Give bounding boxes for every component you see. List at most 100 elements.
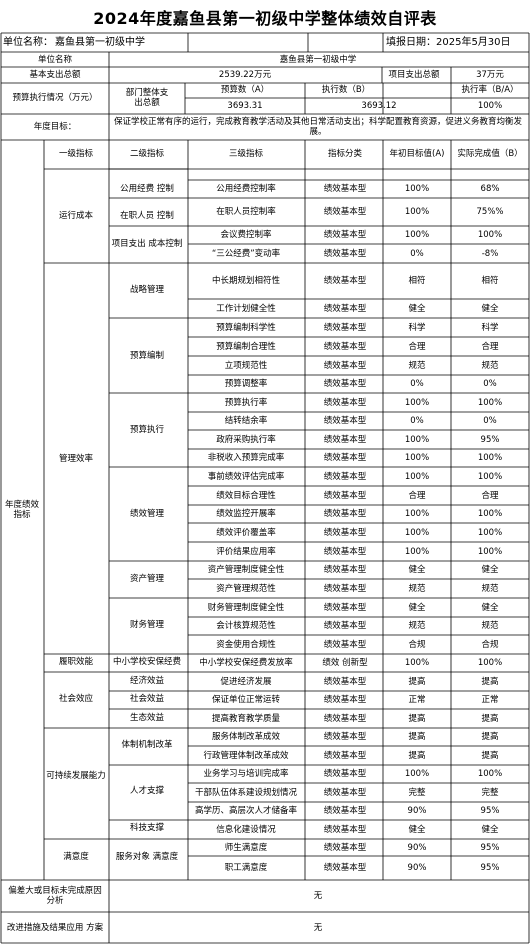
- row-type: 绩效基本型: [323, 453, 367, 463]
- row-type: 绩效基本型: [323, 583, 367, 594]
- row-actual: 合理: [481, 341, 499, 352]
- row-level3: 绩效目标合理性: [216, 490, 276, 501]
- level2-public-funds: 公用经费 控制: [120, 184, 174, 194]
- row-type: 绩效基本型: [323, 471, 367, 482]
- row-target: 100%: [404, 658, 430, 668]
- row-actual: 规范: [481, 621, 499, 631]
- row-type: 绩效基本型: [323, 230, 367, 240]
- level2-strategy: 战略管理: [129, 285, 165, 295]
- level1-operating-cost: 运行成本: [58, 211, 94, 221]
- row-level3: 信息化建设情况: [216, 824, 276, 835]
- level2-asset-management: 资产管理: [129, 574, 165, 584]
- row-level3: 服务体制改革成效: [211, 732, 281, 742]
- level1-satisfaction: 满意度: [63, 852, 89, 862]
- row-type: 绩效基本型: [323, 397, 367, 408]
- row-level3: 事前绩效评估完成率: [207, 471, 285, 482]
- row-target: 健全: [408, 565, 426, 575]
- row-level3: 资产管理制度健全性: [207, 565, 285, 575]
- row-level3: 保证单位正常运转: [211, 695, 281, 705]
- row-target: 提高: [408, 713, 426, 724]
- row-actual: 0%: [483, 379, 497, 389]
- annual-goal-label: 年度目标：: [33, 122, 77, 132]
- row-level3: 资金使用合规性: [216, 639, 276, 650]
- project-expenditure-label: 项目支出总额: [388, 70, 440, 80]
- budget-b-header: 执行数（B）: [321, 85, 371, 95]
- improvement-value: 无: [313, 923, 323, 933]
- row-target: 100%: [404, 527, 430, 538]
- row-actual: 正常: [481, 695, 499, 705]
- row-target: 100%: [404, 453, 430, 463]
- row-type: 绩效基本型: [323, 379, 367, 389]
- row-actual: 提高: [481, 732, 499, 742]
- row-actual: 95%: [480, 863, 500, 873]
- row-type: 绩效基本型: [323, 509, 367, 519]
- row-type: 绩效基本型: [323, 207, 367, 217]
- row-target: 合理: [408, 490, 426, 501]
- row-type: 绩效基本型: [323, 824, 367, 835]
- level2-ecological-benefit: 生态效益: [129, 713, 165, 723]
- level1-management-efficiency: 管理效率: [58, 454, 94, 464]
- row-target: 健全: [408, 824, 426, 835]
- row-level3: 职工满意度: [224, 863, 268, 873]
- row-actual: 68%: [480, 184, 500, 194]
- row-level3: 高学历、高层次人才储备率: [194, 806, 298, 816]
- row-target: 正常: [408, 695, 426, 705]
- header-actual: 实际完成值（B）: [457, 149, 523, 159]
- row-type: 绩效基本型: [323, 546, 367, 557]
- row-target: 100%: [404, 471, 430, 482]
- row-type: 绩效基本型: [323, 787, 367, 798]
- budget-rate-value: 100%: [477, 101, 503, 111]
- row-actual: 75%%: [476, 207, 504, 217]
- row-type: 绩效基本型: [323, 676, 367, 687]
- level2-project-cost: 项目支出 成本控制: [111, 239, 183, 249]
- row-target: 规范: [408, 360, 426, 371]
- row-actual: 95%: [480, 842, 500, 853]
- row-target: 90%: [407, 863, 427, 873]
- level2-economic-benefit: 经济效益: [129, 676, 165, 686]
- row-target: 提高: [408, 750, 426, 761]
- row-actual: 规范: [481, 360, 499, 371]
- row-actual: 合规: [481, 639, 499, 650]
- row-actual: 95%: [480, 806, 500, 816]
- row-actual: 健全: [481, 303, 499, 314]
- level2-security-funds: 中小学校安保经费: [112, 657, 182, 667]
- info-unit-name-label: 单位名称: [37, 55, 73, 65]
- basic-expenditure-value: 2539.22万元: [218, 70, 272, 80]
- row-actual: 科学: [481, 322, 499, 333]
- row-actual: 规范: [481, 583, 499, 594]
- annual-goal-text: 保证学校正常有序的运行，完成教育教学活动及其他日常活动支出；科学配置教育资源，促…: [113, 117, 522, 137]
- row-target: 0%: [410, 248, 424, 259]
- unit-name-value: 嘉鱼县第一初级中学: [55, 37, 145, 48]
- row-actual: 100%: [477, 527, 503, 538]
- row-type: 绩效基本型: [323, 565, 367, 575]
- row-level3: 政府采购执行率: [216, 434, 276, 445]
- row-actual: 100%: [477, 397, 503, 408]
- row-actual: 100%: [477, 769, 503, 779]
- row-type: 绩效基本型: [323, 490, 367, 501]
- row-level3: 绩效评价覆盖率: [216, 527, 276, 538]
- row-target: 100%: [404, 207, 430, 217]
- row-target: 合理: [408, 341, 426, 352]
- row-type: 绩效基本型: [323, 276, 367, 286]
- basic-expenditure-label: 基本支出总额: [29, 70, 81, 80]
- unit-name-label: 单位名称：: [3, 37, 53, 48]
- row-actual: 健全: [481, 565, 499, 575]
- row-target: 合规: [408, 639, 426, 650]
- row-type: 绩效基本型: [323, 863, 367, 873]
- row-type: 绩效 创新型: [322, 658, 368, 668]
- row-type: 绩效基本型: [323, 341, 367, 352]
- row-actual: 100%: [477, 230, 503, 240]
- row-level3: 会议费控制率: [220, 230, 272, 240]
- dept-total-label: 部门整体支出总额: [125, 88, 169, 108]
- row-target: 100%: [404, 509, 430, 519]
- header-level1: 一级指标: [58, 149, 94, 159]
- budget-rate-header: 执行率（B/A）: [461, 85, 519, 95]
- row-type: 绩效基本型: [323, 360, 367, 371]
- row-level3: “三公经费”变动率: [211, 248, 281, 259]
- row-target: 100%: [404, 769, 430, 779]
- row-target: 0%: [410, 379, 424, 389]
- header-target: 年初目标值(A): [389, 149, 445, 159]
- row-actual: -8%: [481, 248, 499, 259]
- row-target: 完整: [408, 787, 426, 798]
